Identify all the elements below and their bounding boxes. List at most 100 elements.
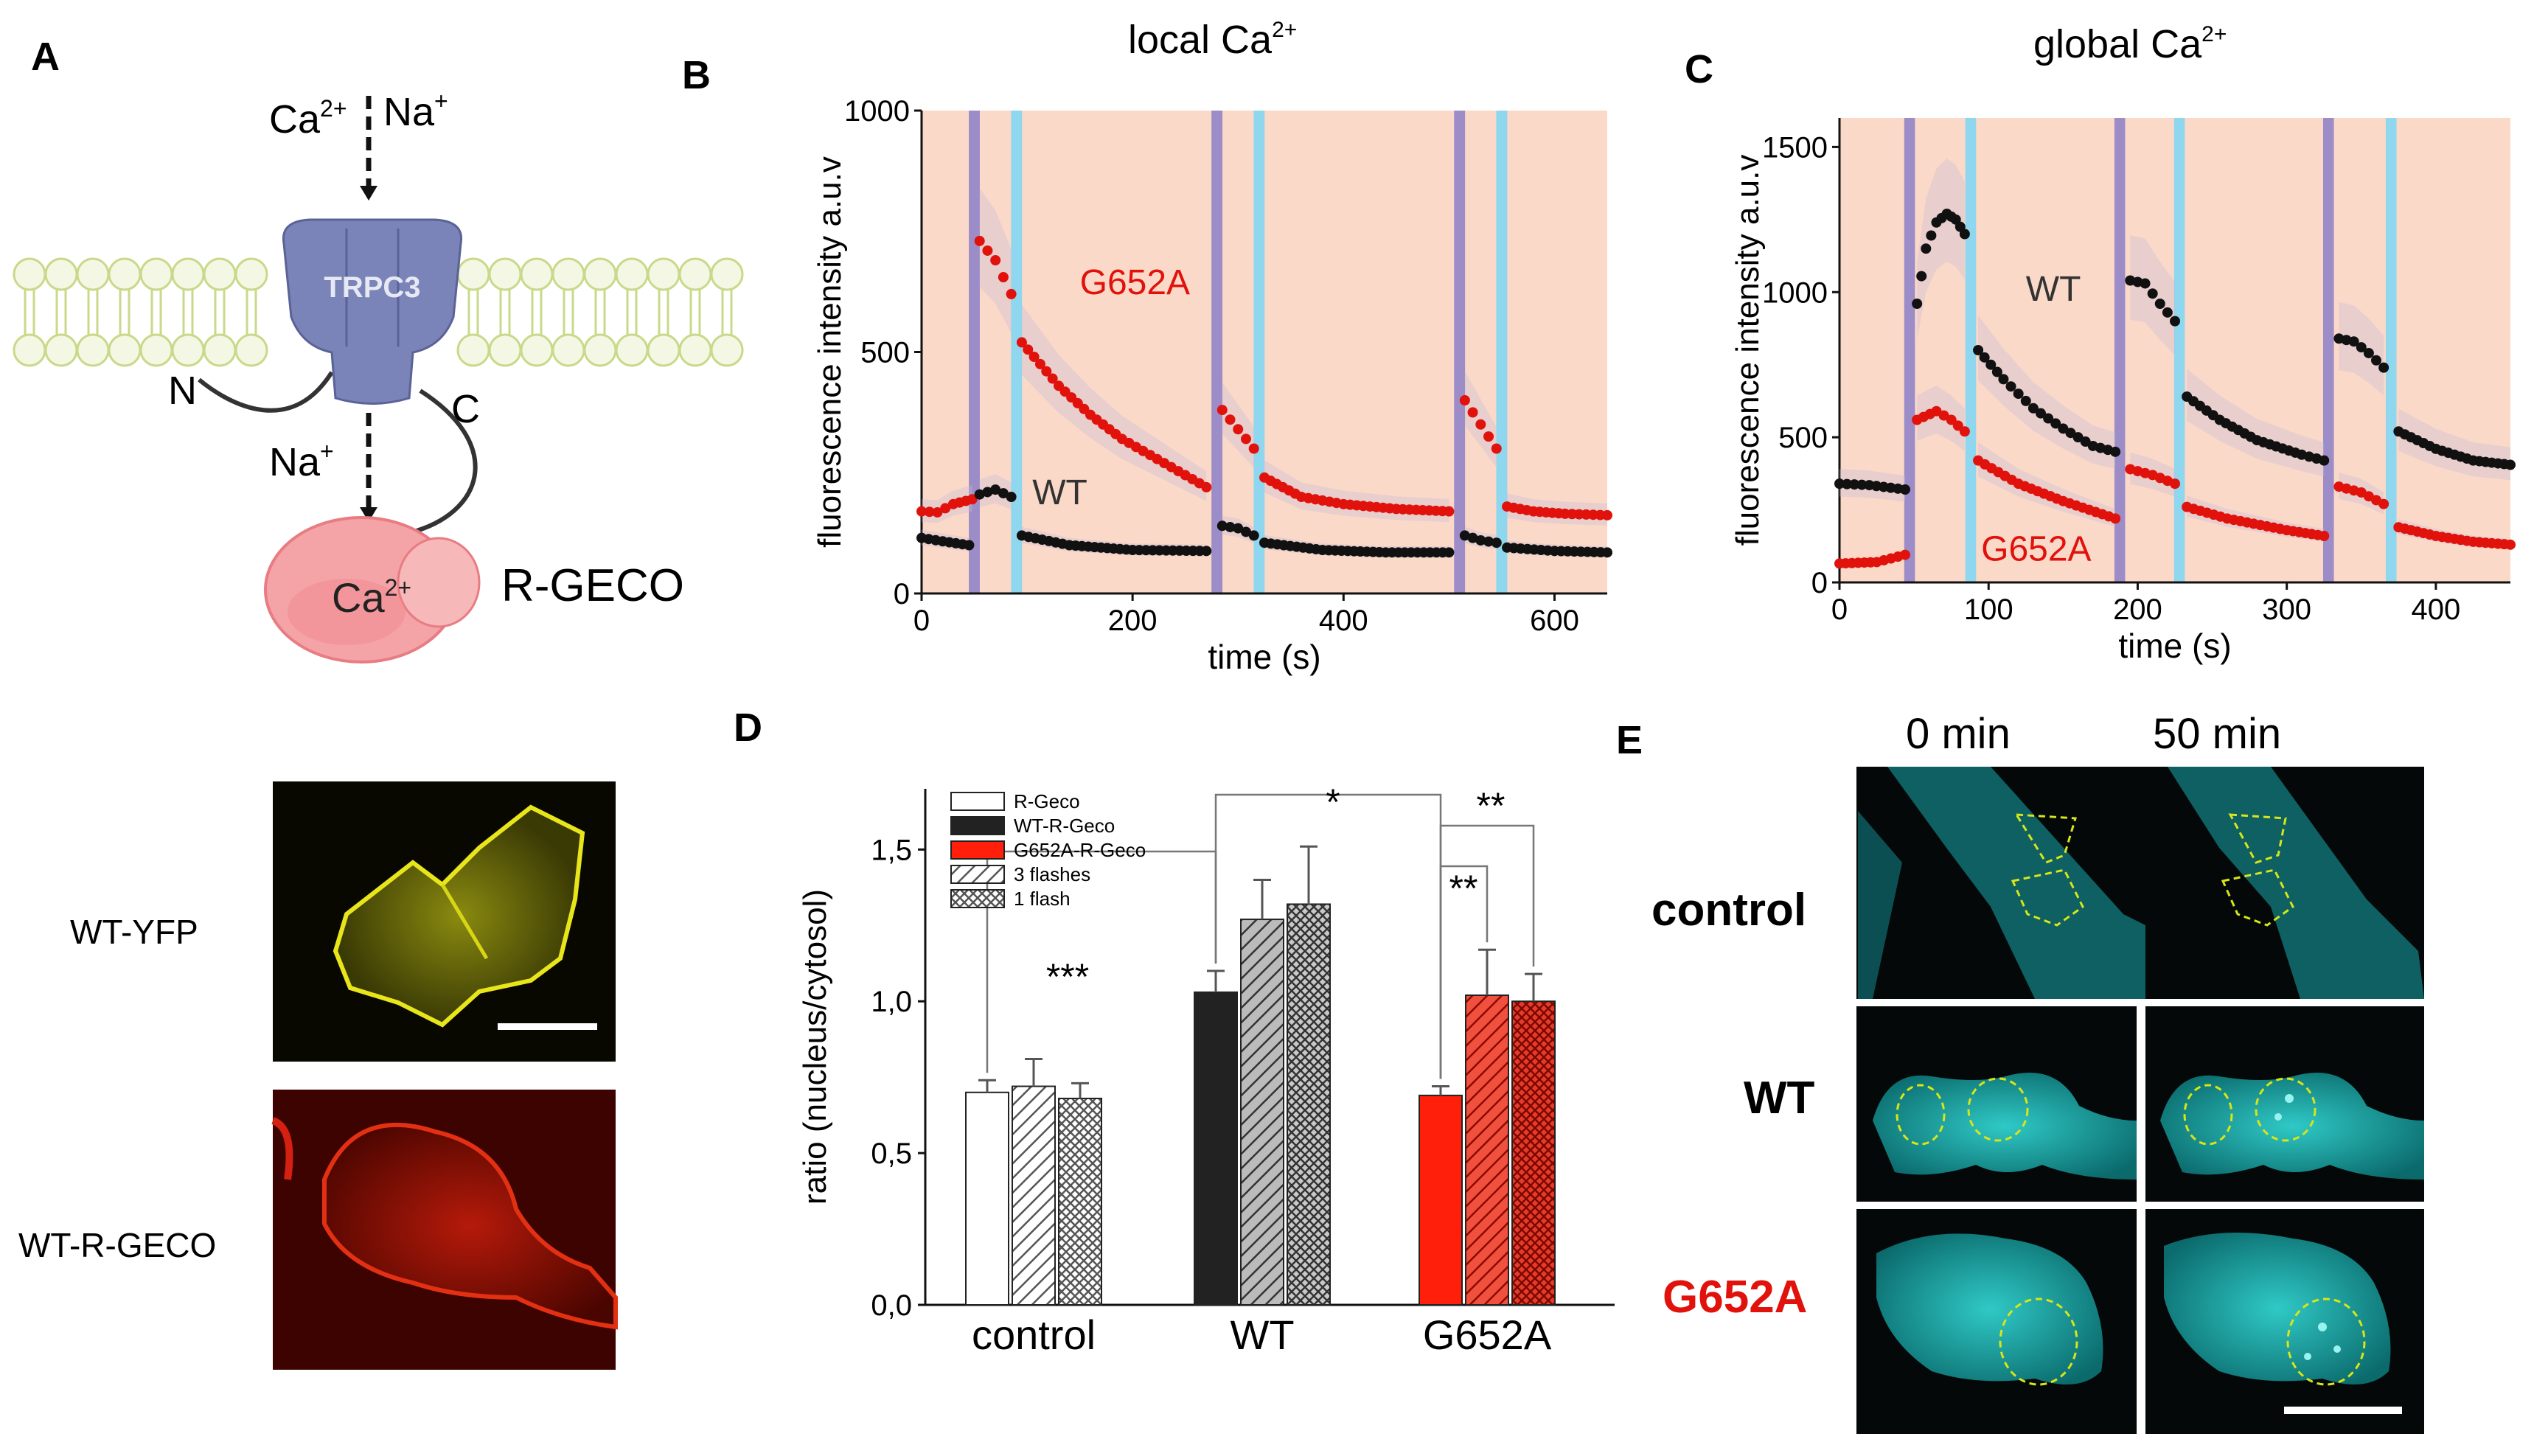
x-tick-label: 400	[2412, 593, 2461, 626]
g652a-data-point	[1028, 352, 1040, 363]
g652a-data-point	[916, 506, 927, 517]
y-tick-label: 500	[1778, 422, 1828, 454]
lipid-tail	[119, 290, 130, 335]
g652a-data-point	[1201, 481, 1212, 492]
n-terminus-label: N	[168, 369, 197, 413]
wt-data-point	[2036, 408, 2046, 419]
legend-label: 1 flash	[1014, 888, 1071, 910]
panel-e: E 0 min 50 min control WT G652A	[1616, 710, 2424, 1434]
wt-data-point	[2505, 459, 2516, 470]
panel-b: B local Ca2+ 0 500 1000 0 200 400 600 time (s) f…	[682, 18, 1612, 676]
row-label-control: control	[1651, 885, 1806, 936]
wt-data-point	[2110, 446, 2121, 457]
y-tick-label: 1,5	[871, 834, 912, 866]
lipid-head	[520, 333, 554, 367]
legend-label: R-Geco	[1014, 790, 1080, 812]
g652a-data-point	[2319, 531, 2330, 541]
g652a-bar	[1419, 1094, 1463, 1306]
g652a-data-point	[1931, 405, 1942, 417]
wt-data-point	[1926, 230, 1937, 241]
micrograph-g652a-0min	[1856, 1209, 2137, 1434]
wt-data-point	[2363, 347, 2374, 358]
lipid-head	[583, 257, 617, 291]
arrowhead-top	[360, 186, 377, 201]
lipid-head	[678, 257, 712, 291]
panel-letter-e: E	[1616, 718, 1643, 762]
g652a-data-point	[2170, 478, 2180, 490]
wt-data-point	[1491, 537, 1502, 548]
lipid-tail	[658, 290, 669, 335]
significance-marker: ***	[1046, 956, 1089, 997]
lipid-head	[615, 333, 649, 367]
wt-data-point	[1991, 366, 2002, 377]
wt-data-point	[1444, 547, 1455, 558]
lipid-head	[108, 333, 142, 367]
panel-a-images: WT-YFP WT-R-GECO	[18, 781, 618, 1370]
wt-data-point	[2080, 436, 2091, 447]
g652a-data-point	[924, 506, 935, 518]
scale-bar-yfp	[498, 1023, 597, 1030]
wt-data-point	[2020, 395, 2031, 406]
cyan-stimulus-band	[1253, 111, 1265, 593]
g652a-data-point	[1034, 358, 1045, 369]
y-tick-label: 1,0	[871, 986, 912, 1018]
lipid-tail	[563, 290, 574, 335]
g652a-data-point	[1233, 424, 1244, 435]
lipid-head	[139, 333, 173, 367]
lipid-head	[488, 257, 522, 291]
r-geco-sensor: Ca2+	[264, 516, 481, 663]
lipid-tail	[246, 290, 257, 335]
wt-data-point	[2371, 355, 2381, 366]
x-tick-label: 0	[913, 605, 930, 637]
panel-b-title: local Ca2+	[1128, 18, 1297, 62]
wt-data-point	[2043, 413, 2054, 424]
violet-stimulus-band	[2323, 118, 2334, 582]
lipid-head	[710, 257, 744, 291]
lipid-head	[44, 333, 78, 367]
lipid-tail	[499, 290, 511, 335]
lipid-head	[171, 257, 205, 291]
g652a-data-point	[1483, 431, 1494, 442]
row-label-g652a: G652A	[1663, 1272, 1807, 1323]
n-terminus-tail	[198, 371, 334, 413]
wt-series-label: WT	[2026, 270, 2081, 309]
panel-d: D 0,0 0,5 1,0 1,5 ratio (nucleus/cytosol) con…	[734, 706, 1615, 1358]
wt-data-point	[2147, 288, 2158, 299]
ion-na-inner: Na+	[269, 438, 334, 484]
wt-data-point	[2162, 307, 2173, 318]
lipid-tail	[24, 290, 35, 335]
category-label: control	[972, 1312, 1096, 1358]
wt-data-point	[1233, 523, 1244, 534]
wt-data-point	[2319, 455, 2330, 466]
lipid-head	[488, 333, 522, 367]
g652a-data-point	[1946, 414, 1957, 425]
wt-data-point	[1216, 520, 1228, 532]
wt-series-label: WT	[1032, 473, 1087, 512]
cyan-stimulus-band	[1496, 111, 1508, 593]
panel-c-title: global Ca2+	[2033, 22, 2227, 66]
scale-bar-e	[2284, 1407, 2402, 1414]
lipid-head	[551, 257, 585, 291]
micrograph-control-50min	[2145, 767, 2424, 999]
wt-data-point	[2170, 316, 2180, 327]
lipid-tail	[721, 290, 733, 335]
wt-data-point	[1912, 299, 1923, 309]
micrograph-g652a-50min	[2145, 1209, 2424, 1434]
x-tick-label: 100	[1964, 593, 2013, 626]
x-tick-label: 600	[1530, 605, 1579, 637]
wt-data-point	[2005, 381, 2016, 392]
ion-ca-top: Ca2+	[269, 95, 347, 142]
lipid-head	[678, 333, 712, 367]
wt-data-point	[964, 540, 975, 551]
ion-na-top: Na+	[383, 88, 448, 134]
wt-data-point	[982, 487, 993, 498]
cyan-stimulus-band	[2385, 118, 2397, 582]
panel-letter-c: C	[1685, 47, 1713, 91]
violet-stimulus-band	[2114, 118, 2126, 582]
lipid-head	[13, 333, 46, 367]
g652a-data-point	[998, 271, 1009, 282]
x-tick-label: 200	[1108, 605, 1158, 637]
lipid-head	[615, 257, 649, 291]
category-label: WT	[1230, 1312, 1294, 1358]
wt-data-point	[2378, 362, 2389, 373]
